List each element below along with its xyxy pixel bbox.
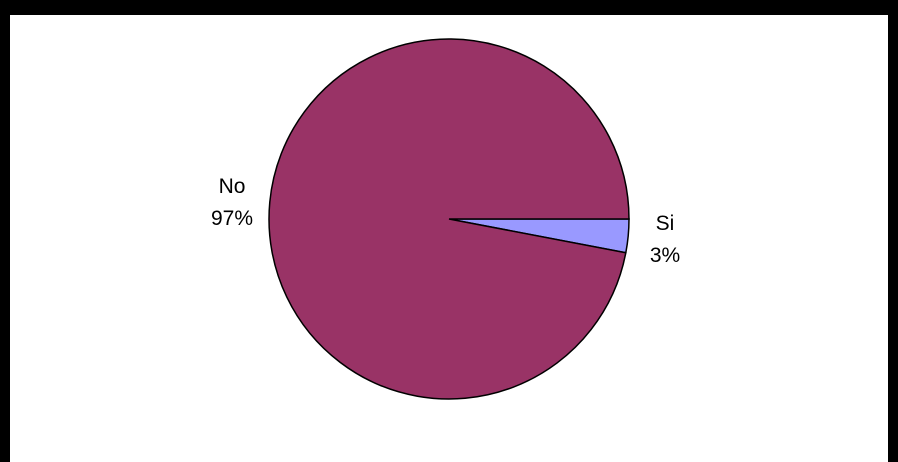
slice-label-si-name: Si [656, 212, 675, 235]
pie-slice-no [268, 38, 630, 400]
slice-label-no-percent: 97% [211, 207, 253, 230]
pie-slices [268, 38, 630, 400]
slice-label-no-name: No [219, 175, 246, 198]
slice-label-si-percent: 3% [650, 244, 680, 267]
